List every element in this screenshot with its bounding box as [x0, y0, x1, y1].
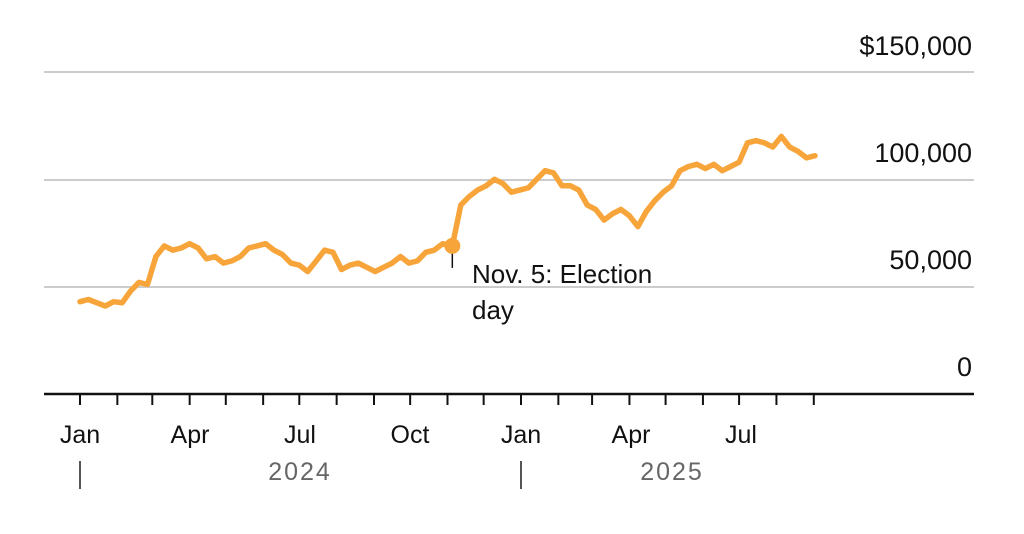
election-day-annotation: Nov. 5: Election day — [444, 237, 652, 325]
x-tick-label-jul-2025: Jul — [725, 421, 757, 449]
x-tick-label-oct-2024: Oct — [391, 421, 430, 449]
y-tick-label-150000: $150,000 — [859, 31, 972, 61]
x-axis-labels: Jan Apr Jul Oct Jan Apr Jul — [60, 421, 757, 449]
annotation-text-line-1: Nov. 5: Election — [472, 259, 652, 289]
year-label-2025: 2025 — [640, 458, 704, 486]
x-tick-label-jan-2025: Jan — [501, 421, 541, 449]
annotation-text-line-2: day — [472, 295, 514, 325]
x-tick-label-jul-2024: Jul — [284, 421, 316, 449]
year-label-2024: 2024 — [268, 458, 332, 486]
y-tick-label-0: 0 — [957, 352, 972, 382]
y-axis-labels: $150,000 100,000 50,000 0 — [859, 31, 972, 382]
x-tick-label-jan-2024: Jan — [60, 421, 100, 449]
x-tick-label-apr-2025: Apr — [612, 421, 651, 449]
gridlines — [44, 71, 974, 288]
y-tick-label-100000: 100,000 — [874, 138, 972, 168]
election-day-marker — [444, 237, 461, 254]
month-ticks — [79, 394, 815, 405]
year-labels: 2024 2025 — [79, 458, 704, 489]
y-tick-label-50000: 50,000 — [889, 245, 972, 275]
x-tick-label-apr-2024: Apr — [171, 421, 210, 449]
price-series-line — [77, 133, 818, 309]
